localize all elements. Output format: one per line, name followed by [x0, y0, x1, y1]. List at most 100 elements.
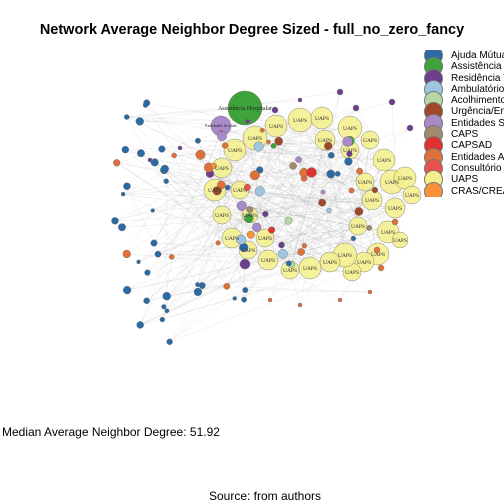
network-edge	[239, 189, 311, 269]
network-edge	[202, 117, 323, 286]
network-node	[245, 119, 250, 124]
network-edge	[152, 210, 198, 285]
node-label-uaps: UAPS	[248, 136, 262, 142]
network-node	[320, 189, 326, 195]
node-label-uaps: UAPS	[293, 118, 307, 124]
network-edge	[245, 194, 413, 291]
network-node	[136, 321, 144, 329]
network-edge	[259, 191, 282, 246]
node-label-uaps: UAPS	[338, 253, 352, 259]
node-label-uaps: UAPS	[215, 213, 229, 219]
node-label-uaps: UAPS	[233, 188, 247, 194]
network-node	[252, 222, 262, 232]
network-node	[297, 97, 303, 103]
network-edge	[264, 155, 332, 239]
node-layer	[111, 88, 422, 345]
network-edge	[123, 149, 351, 195]
network-node	[223, 138, 247, 162]
network-node	[350, 235, 356, 242]
network-node	[342, 136, 353, 147]
network-edge	[247, 187, 272, 231]
network-edge	[126, 116, 359, 227]
network-edge	[278, 141, 389, 233]
network-node	[371, 186, 378, 194]
node-label-uaps: UAPS	[303, 266, 317, 272]
legend: Ajuda Mútua Assistência Hospitalar Resid…	[423, 50, 504, 197]
node-label-uaps: UAPS	[351, 224, 365, 230]
network-edge	[234, 149, 324, 193]
network-edge	[245, 289, 371, 293]
network-edge	[197, 214, 223, 292]
network-node	[393, 166, 417, 190]
network-node	[135, 117, 144, 126]
network-node	[360, 130, 380, 150]
legend-label: CRAS/CREAS	[451, 185, 504, 197]
network-node	[222, 142, 229, 149]
legend-label: Ajuda Mútua	[451, 50, 504, 61]
network-node	[246, 206, 254, 213]
node-label-uaps: UAPS	[261, 258, 275, 264]
network-node	[356, 167, 364, 175]
network-edge	[328, 139, 371, 211]
network-edge	[165, 181, 167, 297]
network-edge	[324, 139, 346, 256]
network-edge	[289, 139, 326, 271]
legend-label: Urgência/Emergência	[451, 106, 504, 118]
legend-label: CAPSAD	[451, 140, 493, 152]
network-edge	[138, 214, 223, 263]
network-edge	[169, 165, 294, 342]
network-node	[223, 283, 231, 290]
network-node	[198, 282, 206, 289]
network-edge	[127, 239, 242, 291]
median-degree-text: Median Average Neighbor Degree: 51.92	[2, 425, 220, 439]
network-edge	[254, 137, 346, 256]
network-node	[391, 218, 399, 226]
network-node	[319, 251, 341, 273]
network-node	[402, 185, 422, 205]
network-node	[354, 207, 364, 216]
network-edge	[166, 284, 198, 312]
network-edge	[162, 214, 223, 320]
network-edge	[221, 167, 252, 235]
network-edge	[126, 116, 359, 227]
network-node	[246, 230, 255, 239]
network-node	[326, 207, 332, 214]
network-edge	[221, 137, 256, 216]
network-node	[254, 186, 265, 197]
network-node	[278, 248, 288, 259]
label-layer: UAPS UAPS UAPS UAPS UAPS UAPS UAPS UAPS UAPS UAPS…	[205, 106, 419, 276]
network-node	[255, 228, 275, 248]
node-label-uaps: UAPS	[381, 230, 395, 236]
network-edge	[127, 231, 389, 291]
network-node	[285, 260, 292, 267]
network-node	[113, 159, 121, 167]
network-edge	[303, 172, 393, 183]
network-node	[121, 146, 129, 154]
network-edge	[264, 237, 331, 263]
node-label-uaps: UAPS	[228, 148, 242, 154]
network-edge	[234, 149, 385, 161]
network-edge	[214, 189, 331, 263]
network-edge	[244, 107, 385, 161]
network-edge	[145, 105, 346, 256]
network-node	[373, 246, 381, 254]
network-node	[264, 114, 288, 138]
network-edge	[153, 154, 201, 244]
network-node	[150, 158, 159, 167]
network-edge	[202, 285, 371, 293]
network-edge	[231, 141, 269, 239]
network-edge	[125, 149, 330, 211]
network-node	[274, 136, 283, 146]
network-edge	[213, 165, 331, 263]
network-edge	[157, 217, 249, 255]
node-label-uaps: UAPS	[208, 188, 222, 194]
network-edge	[289, 139, 326, 271]
network-edge	[140, 261, 365, 326]
legend-label: Residência Terapêutica	[451, 72, 504, 84]
node-label-uaps: UAPS	[365, 198, 379, 204]
network-edge	[304, 211, 360, 246]
network-edge	[126, 107, 246, 118]
network-node	[241, 296, 247, 303]
network-node	[306, 167, 317, 178]
